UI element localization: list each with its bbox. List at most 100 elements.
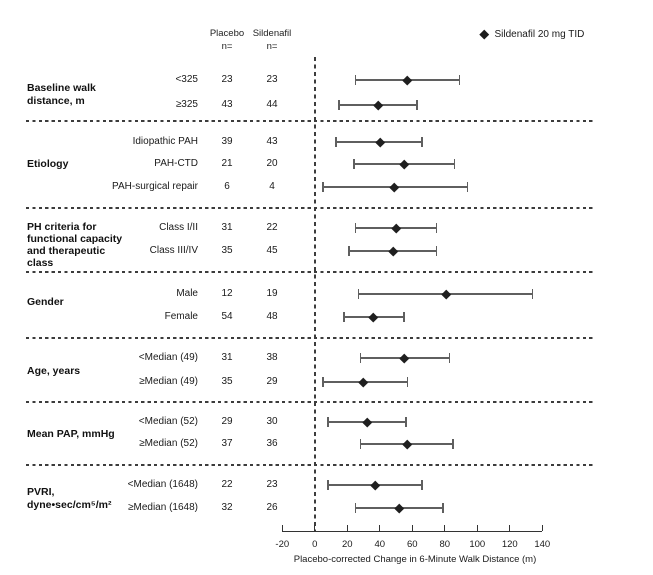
placebo-n-value: 23 — [221, 74, 233, 85]
estimate-diamond-icon — [375, 137, 385, 147]
subgroup-label: <325 — [175, 74, 198, 85]
section-separator — [26, 207, 593, 209]
ci-cap-high — [421, 137, 423, 147]
x-axis-tick — [541, 525, 543, 531]
placebo-n-value: 31 — [221, 352, 233, 363]
subgroup-label: Female — [164, 311, 198, 322]
x-axis-tick-label: 120 — [501, 539, 518, 550]
ci-cap-low — [353, 159, 355, 169]
ci-cap-high — [442, 503, 444, 513]
x-axis-tick-label: 100 — [469, 539, 486, 550]
estimate-diamond-icon — [441, 289, 452, 299]
estimate-diamond-icon — [362, 417, 372, 427]
x-axis-tick-label: -20 — [275, 539, 290, 550]
x-axis-tick — [281, 525, 283, 531]
placebo-n-value: 32 — [221, 502, 233, 513]
subgroup-label: ≥Median (1648) — [128, 502, 198, 513]
estimate-diamond-icon — [388, 246, 398, 256]
subgroup-label: ≥Median (49) — [139, 376, 198, 387]
ci-cap-high — [448, 353, 451, 363]
subgroup-label: <Median (1648) — [127, 479, 198, 490]
x-axis-tick — [411, 525, 413, 531]
sildenafil-n-value: 23 — [266, 74, 278, 85]
subgroup-label: Idiopathic PAH — [132, 136, 198, 147]
x-axis-tick-label: 140 — [534, 539, 551, 550]
section-label-line: Mean PAP, mmHg — [27, 428, 115, 440]
estimate-diamond-icon — [373, 100, 383, 110]
ci-cap-high — [435, 223, 438, 233]
x-axis-line — [282, 531, 543, 533]
sildenafil-n-value: 23 — [266, 479, 278, 490]
subgroup-label: Class I/II — [159, 222, 198, 233]
ci-cap-high — [416, 100, 418, 110]
subgroup-label: Class III/IV — [149, 245, 198, 256]
ci-cap-low — [338, 100, 340, 110]
column-header-sildenafil: Sildenafil n= — [232, 27, 312, 53]
sildenafil-n-value: 30 — [266, 416, 278, 427]
ci-cap-high — [405, 417, 407, 427]
placebo-n-value: 6 — [224, 181, 230, 192]
subgroup-label: <Median (49) — [138, 352, 198, 363]
ci-cap-low — [359, 439, 362, 449]
sildenafil-n-value: 26 — [266, 502, 278, 513]
section-label-line: functional capacity — [27, 233, 123, 245]
section-label-line: dyne•sec/cm⁵/m² — [27, 499, 112, 511]
ci-cap-high — [466, 182, 469, 192]
section-label: PH criteria for functional capacity and th… — [27, 221, 202, 269]
sildenafil-n-value: 29 — [266, 376, 278, 387]
placebo-n-value: 12 — [221, 288, 233, 299]
section-label-line: Baseline walk — [27, 82, 96, 94]
placebo-n-value: 29 — [221, 416, 233, 427]
sildenafil-n-value: 43 — [266, 136, 278, 147]
x-axis-title: Placebo-corrected Change in 6-Minute Wal… — [293, 554, 537, 565]
estimate-diamond-icon — [391, 223, 401, 233]
subgroup-label: PAH-CTD — [154, 158, 198, 169]
ci-cap-low — [335, 137, 337, 147]
placebo-n-value: 22 — [221, 479, 233, 490]
legend-label: Sildenafil 20 mg TID — [494, 29, 585, 40]
ci-cap-low — [359, 353, 362, 363]
estimate-diamond-icon — [394, 503, 404, 513]
section-separator — [26, 271, 593, 273]
section-label-line: Etiology — [27, 158, 69, 170]
x-axis-tick-label: 0 — [312, 539, 318, 550]
sildenafil-n-value: 48 — [266, 311, 278, 322]
subgroup-label: Male — [176, 288, 198, 299]
ci-cap-high — [403, 312, 405, 322]
section-separator — [26, 120, 593, 122]
ci-cap-high — [452, 439, 454, 449]
placebo-n-value: 35 — [221, 376, 233, 387]
estimate-diamond-icon — [370, 480, 380, 490]
x-axis-tick-label: 40 — [374, 539, 386, 550]
ci-cap-low — [327, 480, 329, 490]
sildenafil-n-value: 20 — [266, 158, 278, 169]
section-label-line: PH criteria for — [27, 221, 97, 233]
section-separator — [26, 401, 593, 403]
sildenafil-n-value: 45 — [266, 245, 278, 256]
ci-cap-low — [348, 246, 350, 256]
x-axis-tick — [476, 525, 478, 531]
ci-cap-high — [435, 246, 438, 256]
section-label: Baseline walk distance, m — [27, 82, 202, 108]
ci-cap-low — [327, 417, 329, 427]
placebo-n-value: 54 — [221, 311, 233, 322]
section-label-line: PVRI, — [27, 486, 55, 498]
x-axis-tick — [444, 525, 446, 531]
estimate-diamond-icon — [389, 182, 400, 192]
sildenafil-n-value: 36 — [266, 438, 278, 449]
estimate-diamond-icon — [402, 439, 413, 449]
estimate-diamond-icon — [399, 159, 409, 169]
placebo-n-value: 21 — [221, 158, 233, 169]
x-axis-tick-label: 80 — [439, 539, 451, 550]
section-label-line: distance, m — [27, 95, 85, 107]
section-label-line: Gender — [27, 296, 64, 308]
column-header-placebo: Placebo n= — [187, 27, 267, 53]
sildenafil-n-value: 22 — [266, 222, 278, 233]
subgroup-label: PAH-surgical repair — [112, 181, 198, 192]
subgroup-label: ≥325 — [175, 99, 198, 110]
zero-reference-line — [314, 57, 316, 531]
sildenafil-n-value: 44 — [266, 99, 278, 110]
ci-cap-low — [354, 503, 357, 513]
estimate-diamond-icon — [402, 75, 413, 85]
sildenafil-n-value: 19 — [266, 288, 278, 299]
